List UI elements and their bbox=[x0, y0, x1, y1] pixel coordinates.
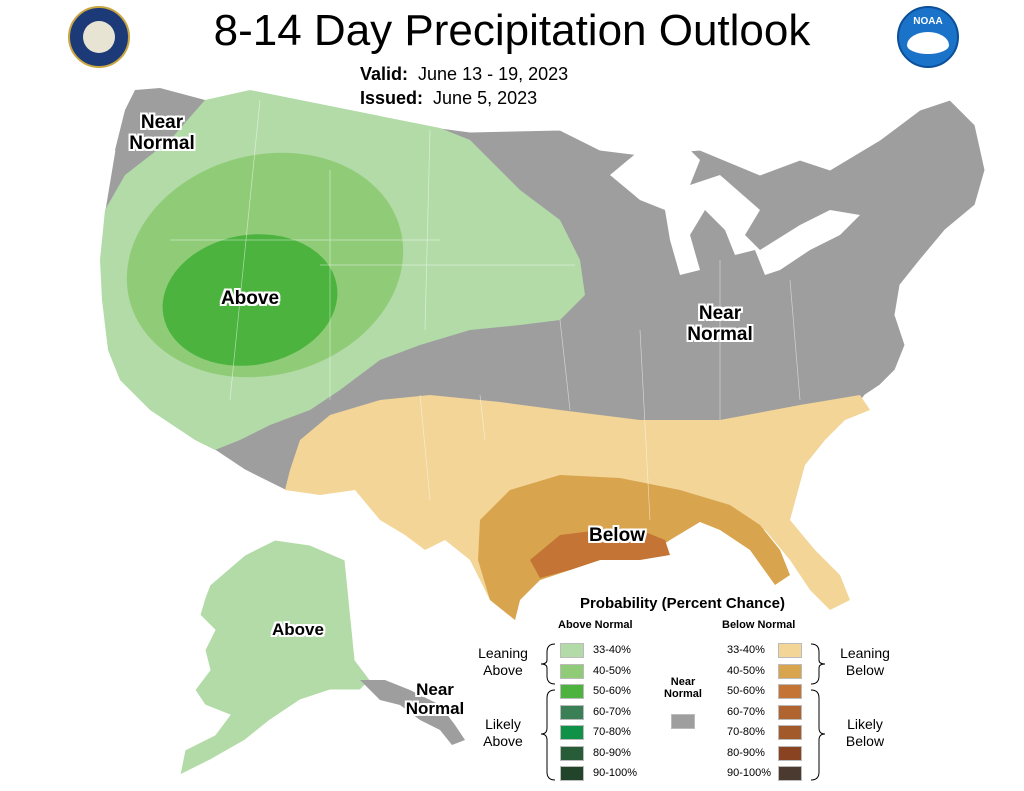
legend-below-label: 50-60% bbox=[727, 685, 765, 697]
legend-leaning-below: Leaning Below bbox=[840, 645, 890, 678]
state-boundaries bbox=[170, 99, 801, 521]
issued-value: June 5, 2023 bbox=[433, 88, 538, 108]
legend-below-label: 80-90% bbox=[727, 746, 765, 759]
legend-below-label: 40-50% bbox=[727, 664, 765, 677]
label-nw-near-normal: Near Normal bbox=[129, 112, 195, 155]
nw-near-normal-region bbox=[115, 88, 205, 175]
label-east-near-normal: Near Normal bbox=[687, 303, 753, 346]
legend-leaning-above: Leaning Above bbox=[478, 645, 528, 678]
legend-below-braces bbox=[810, 643, 826, 781]
legend-above-label: 70-80% bbox=[593, 726, 631, 738]
legend-below-label: 70-80% bbox=[727, 726, 765, 738]
legend-below-swatch bbox=[778, 745, 802, 761]
alaska-above-region bbox=[179, 539, 371, 776]
valid-line: Valid: June 13 - 19, 2023 bbox=[360, 64, 568, 85]
label-south-below: Below bbox=[589, 525, 645, 546]
legend-below-label: 33-40% bbox=[727, 644, 765, 656]
valid-label: Valid: bbox=[360, 64, 409, 84]
legend-above-swatch bbox=[560, 704, 584, 720]
legend-below-swatch bbox=[778, 684, 802, 699]
legend-title: Probability (Percent Chance) bbox=[579, 595, 786, 612]
legend-above-label: 33-40% bbox=[593, 644, 631, 656]
great-lakes bbox=[610, 140, 860, 275]
legend-above-label: 50-60% bbox=[593, 685, 631, 697]
legend-above-heading: Above Normal bbox=[558, 619, 633, 631]
above-50-60-region bbox=[162, 234, 338, 366]
label-alaska-above: Above bbox=[272, 620, 324, 639]
legend-above-swatch bbox=[560, 643, 584, 658]
legend-above-label: 60-70% bbox=[593, 705, 631, 718]
below-50-60-region bbox=[530, 530, 670, 578]
legend-below-swatch bbox=[778, 643, 802, 658]
legend-below-swatch bbox=[778, 704, 802, 720]
label-alaska-near-normal: Near Normal bbox=[405, 680, 465, 719]
legend-below-label: 90-100% bbox=[727, 767, 772, 779]
legend-likely-below: Likely Below bbox=[845, 716, 885, 749]
label-west-above: Above bbox=[220, 288, 280, 309]
legend-above-label: 40-50% bbox=[593, 664, 631, 677]
noaa-logo-text: NOAA bbox=[913, 16, 943, 27]
legend-below-label: 60-70% bbox=[727, 705, 765, 718]
issued-line: Issued: June 5, 2023 bbox=[360, 88, 537, 109]
issued-label: Issued: bbox=[360, 88, 424, 108]
legend-above-label: 90-100% bbox=[593, 767, 638, 779]
legend-below-swatch bbox=[778, 766, 802, 781]
legend-below-swatch bbox=[778, 663, 802, 679]
legend-above-swatch bbox=[560, 766, 584, 781]
legend-near-heading: Near Normal bbox=[664, 676, 702, 700]
legend-above-swatch bbox=[560, 745, 584, 761]
noaa-logo: NOAA bbox=[897, 6, 959, 68]
department-of-commerce-seal bbox=[68, 6, 130, 68]
legend-above-braces bbox=[540, 643, 556, 781]
legend-above-swatch bbox=[560, 663, 584, 679]
legend-above-label: 80-90% bbox=[593, 746, 631, 759]
legend-below-swatch bbox=[778, 725, 802, 740]
legend-above-swatch bbox=[560, 725, 584, 740]
alaska-se-near-normal-region bbox=[360, 680, 465, 745]
legend-likely-above: Likely Above bbox=[483, 716, 523, 749]
legend-below-heading: Below Normal bbox=[722, 619, 796, 631]
legend-above-swatch bbox=[560, 684, 584, 699]
valid-value: June 13 - 19, 2023 bbox=[418, 64, 569, 84]
page-title: 8-14 Day Precipitation Outlook bbox=[213, 6, 811, 55]
legend-near-swatch bbox=[671, 714, 695, 729]
